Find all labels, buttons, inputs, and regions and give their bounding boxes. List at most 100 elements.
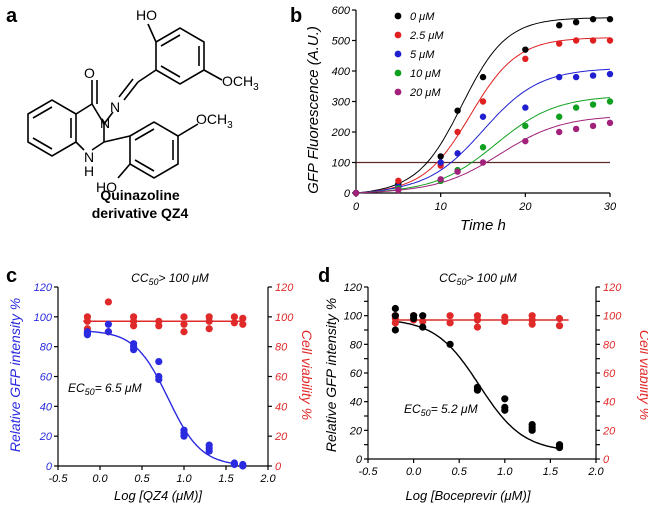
panel-c-ytick-right-label: 40: [275, 401, 288, 413]
panel-d-xtick-label: 2.0: [587, 466, 604, 478]
panel-b-point: [437, 176, 444, 183]
panel-d-gfp-point: [446, 340, 454, 348]
panel-c-gfp-point: [230, 460, 238, 469]
panel-d-xtick-label: 0.5: [452, 466, 468, 478]
panel-d-viability-point: [501, 313, 509, 321]
panel-letter-d: d: [318, 265, 330, 287]
panel-letter-b: b: [290, 5, 302, 27]
panel-d-viability-point: [473, 323, 482, 331]
panel-d-gfp-point: [391, 304, 399, 313]
panel-c-viability-point: [180, 320, 188, 328]
panel-b-point: [479, 144, 487, 151]
panel-d-ytick-left-label: 80: [350, 339, 363, 351]
panel-d-gfp-point: [528, 421, 536, 429]
panel-b-point: [589, 122, 597, 130]
panel-d-gfp-point: [501, 406, 509, 414]
panel-b-point: [479, 73, 487, 81]
panel-c-ytick-left-label: 40: [40, 401, 53, 413]
panel-b-xtick-label: 30: [604, 201, 617, 213]
panel-d-ytick-right-label: 120: [603, 282, 622, 294]
panel-c-viability-point: [180, 313, 188, 321]
panel-c: c 0 20 40 60 80 100 120 0 20 40 60 80 100 120 -0.5 0.0 0…: [6, 265, 315, 503]
panel-b-point: [606, 119, 614, 127]
panel-d-ytick-left-label: 100: [344, 311, 363, 323]
panel-d-axes: 0 20 40 60 80 100 120 0 20 40 60 80 100 120 -0.5 0.0 0.5…: [344, 282, 623, 478]
panel-b-point: [437, 153, 444, 160]
panel-b-legend-label: 10 μM: [410, 68, 441, 80]
panel-b-point: [589, 15, 597, 23]
panel-d-ytick-left-label: 60: [350, 368, 363, 380]
ring-c4-bond: [75, 103, 93, 115]
panel-b-point: [522, 137, 529, 145]
panel-b-legend-marker: [394, 50, 402, 58]
panel-d-ytick-left-label: 40: [350, 397, 363, 409]
panel-d-viability-point: [528, 320, 536, 328]
panel-b-point: [606, 98, 614, 105]
panel-c-ytick-right-label: 80: [275, 342, 288, 354]
panel-c-ytick-right-label: 120: [275, 282, 294, 294]
panel-b-point: [572, 73, 580, 81]
panel-d-gfp-point: [419, 323, 427, 331]
panel-c-xtick-label: 1.5: [218, 473, 234, 485]
caption-line-2: derivative QZ4: [92, 205, 189, 221]
panel-d-ytick-left-label: 20: [349, 425, 363, 437]
panel-d-gfp-point: [419, 312, 427, 320]
atom-nh-n: N: [84, 149, 94, 165]
caption-line-1: Quinazoline: [100, 187, 180, 203]
panel-d-xtick-label: 0.0: [406, 466, 422, 478]
panel-c-ec50-annotation: EC50= 6.5 μM: [68, 381, 142, 397]
panel-b-point: [556, 73, 563, 81]
panel-b-ytick-label: 200: [331, 127, 351, 139]
panel-d-ytick-right-label: 0: [603, 454, 610, 466]
panel-b-point: [479, 113, 487, 120]
panel-b-legend-label: 2.5 μM: [409, 30, 444, 42]
panel-b-xlabel: Time h: [460, 217, 506, 234]
ring-n1-bond: [91, 141, 105, 151]
panel-b-point: [522, 46, 529, 53]
panel-b-legend-marker: [394, 69, 402, 77]
panel-letter-a: a: [6, 5, 18, 27]
ch-bond: [137, 69, 157, 83]
panel-c-xtick-label: 1.0: [176, 473, 192, 485]
lower-ring-double-1: [134, 128, 155, 141]
panel-c-viability-point: [205, 325, 213, 333]
panel-d-data-points: [391, 304, 564, 452]
panel-d-ylabel-left: Relative GFP intensity %: [323, 298, 339, 452]
panel-d-viability-point: [419, 317, 427, 325]
panel-d-ytick-right-label: 60: [603, 368, 616, 380]
panel-c-gfp-point: [205, 447, 213, 455]
lower-oh-bond: [117, 163, 131, 179]
atom-oxo: O: [84, 65, 95, 81]
panel-b-point: [522, 55, 529, 62]
panel-b-point: [589, 72, 597, 79]
panel-c-xtick-label: -0.5: [49, 473, 69, 485]
panel-d-viability-point: [391, 319, 399, 327]
panel-b-legend-label: 20 μM: [409, 87, 441, 99]
panel-b-point: [572, 104, 580, 111]
panel-c-ytick-left-label: 60: [40, 372, 53, 384]
panel-c-xtick-label: 2.0: [259, 473, 276, 485]
panel-b-ytick-label: 600: [332, 5, 351, 17]
panel-c-ylabel-right: Cell viability %: [299, 330, 315, 420]
panel-d-cc50-annotation: CC50> 100 μM: [439, 271, 517, 287]
panel-c-gfp-point: [239, 462, 247, 470]
panel-c-ytick-right-label: 60: [275, 372, 288, 384]
panel-b-point: [454, 150, 461, 157]
panel-b-point: [589, 101, 597, 108]
panel-c-cc50-annotation: CC50> 100 μM: [131, 271, 209, 287]
panel-b-point: [572, 19, 580, 26]
panel-c-viability-point: [239, 314, 247, 322]
benzo-double-1: [32, 106, 53, 119]
panel-c-viability-point: [239, 320, 247, 328]
panel-d-viability-point: [555, 314, 564, 323]
atom-ho-top: HO: [136, 7, 157, 23]
panel-b-ytick-label: 0: [344, 188, 351, 200]
lower-ring-double-3: [134, 159, 155, 172]
panel-b-ytick-label: 400: [332, 66, 351, 78]
upper-ring-double-bond-1: [160, 34, 181, 47]
panel-c-gfp-point: [155, 357, 163, 366]
panel-d-gfp-point: [501, 395, 509, 403]
panel-b-ylabel: GFP Fluorescence (A.U.): [305, 26, 322, 194]
panel-letter-c: c: [6, 265, 17, 287]
panel-c-ytick-right-label: 20: [274, 431, 288, 443]
